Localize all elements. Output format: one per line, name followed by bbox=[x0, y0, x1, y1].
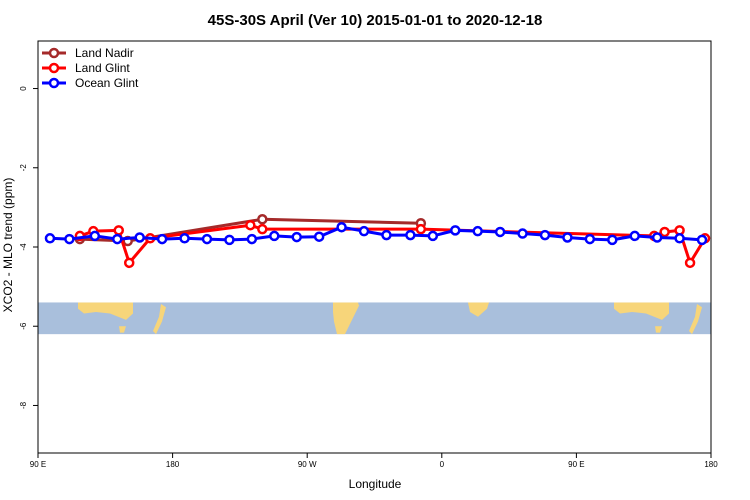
data-point bbox=[245, 219, 256, 231]
data-point bbox=[269, 230, 280, 242]
data-point bbox=[539, 229, 551, 241]
new-zealand-shape bbox=[153, 304, 166, 335]
data-point bbox=[336, 221, 347, 233]
x-axis: 90 E 180 90 W 0 90 E 180 bbox=[30, 453, 718, 469]
data-point bbox=[381, 229, 392, 241]
data-point bbox=[113, 225, 125, 236]
data-point bbox=[257, 214, 268, 225]
legend-marker bbox=[48, 77, 60, 89]
legend-marker bbox=[48, 47, 60, 59]
x-tick-label: 90 E bbox=[568, 460, 584, 469]
series-line bbox=[79, 217, 421, 243]
y-tick-label: -6 bbox=[19, 322, 28, 330]
tasmania-shape-repeat bbox=[655, 326, 662, 333]
x-axis-label: Longitude bbox=[349, 477, 402, 491]
data-point bbox=[123, 257, 135, 269]
y-tick-label: -2 bbox=[19, 164, 28, 172]
x-tick-label: 0 bbox=[440, 460, 445, 469]
data-point bbox=[89, 230, 101, 242]
legend-item: Ocean Glint bbox=[42, 76, 139, 90]
data-point bbox=[246, 233, 258, 245]
data-point bbox=[684, 257, 696, 269]
data-point bbox=[64, 233, 75, 245]
data-point bbox=[358, 225, 370, 237]
data-point bbox=[112, 233, 123, 245]
australia-shape-repeat bbox=[614, 302, 669, 320]
legend-label: Ocean Glint bbox=[75, 76, 139, 90]
data-point bbox=[659, 226, 670, 238]
data-point bbox=[494, 226, 506, 238]
x-tick-label: 90 W bbox=[298, 460, 317, 469]
data-point bbox=[415, 223, 427, 235]
south-america-shape bbox=[333, 302, 359, 335]
y-tick-label: -8 bbox=[19, 401, 28, 409]
legend-marker bbox=[48, 62, 60, 74]
data-point bbox=[179, 233, 190, 244]
world-map-band bbox=[38, 302, 711, 335]
data-point bbox=[257, 223, 268, 235]
map-land-masses bbox=[78, 302, 702, 335]
data-point bbox=[472, 225, 483, 237]
australia-shape bbox=[78, 302, 133, 320]
x-tick-label: 180 bbox=[166, 460, 180, 469]
data-point bbox=[696, 234, 708, 246]
data-point bbox=[313, 231, 325, 242]
data-point bbox=[629, 230, 640, 242]
data-point bbox=[291, 231, 302, 243]
data-point bbox=[224, 234, 235, 246]
africa-shape bbox=[468, 302, 489, 317]
data-point bbox=[156, 233, 168, 245]
data-point bbox=[450, 225, 461, 236]
x-tick-label: 90 E bbox=[30, 460, 46, 469]
legend-label: Land Glint bbox=[75, 61, 130, 75]
data-point bbox=[405, 229, 416, 241]
chart-title: 45S-30S April (Ver 10) 2015-01-01 to 202… bbox=[208, 12, 543, 29]
y-tick-label: 0 bbox=[19, 86, 28, 91]
data-point bbox=[674, 233, 685, 244]
x-tick-label: 180 bbox=[704, 460, 718, 469]
y-axis: 0 -2 -4 -6 -8 bbox=[19, 86, 38, 409]
data-point bbox=[44, 233, 56, 244]
data-point bbox=[562, 232, 573, 243]
plot-frame bbox=[37, 40, 712, 454]
tasmania-shape bbox=[119, 326, 126, 333]
y-axis-label: XCO2 - MLO trend (ppm) bbox=[1, 178, 15, 313]
series-layer bbox=[44, 214, 711, 269]
data-point bbox=[134, 232, 145, 243]
data-point bbox=[607, 234, 618, 246]
series-2 bbox=[44, 221, 708, 246]
legend-item: Land Glint bbox=[42, 61, 130, 75]
data-point bbox=[427, 230, 439, 242]
data-point bbox=[201, 233, 213, 245]
legend-item: Land Nadir bbox=[42, 46, 134, 60]
data-point bbox=[584, 233, 596, 245]
y-tick-label: -4 bbox=[19, 243, 28, 251]
legend-label: Land Nadir bbox=[75, 46, 134, 60]
data-point bbox=[517, 228, 528, 239]
map-ocean bbox=[38, 302, 711, 335]
data-point bbox=[651, 232, 663, 243]
new-zealand-shape-repeat bbox=[689, 304, 702, 335]
